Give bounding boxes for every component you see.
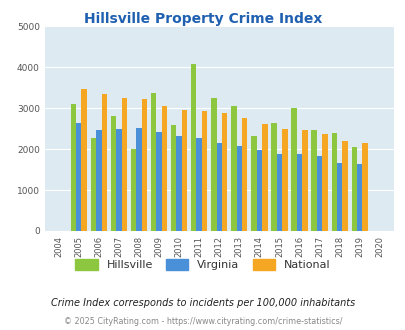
Bar xyxy=(362,144,367,231)
Bar xyxy=(136,128,141,231)
Bar xyxy=(161,106,167,231)
Bar xyxy=(211,98,216,231)
Bar xyxy=(116,129,121,231)
Bar xyxy=(76,123,81,231)
Bar xyxy=(311,130,316,231)
Bar xyxy=(341,141,347,231)
Bar xyxy=(356,164,362,231)
Bar xyxy=(191,64,196,231)
Bar xyxy=(90,138,96,231)
Bar xyxy=(262,124,267,231)
Bar xyxy=(171,125,176,231)
Bar xyxy=(236,146,241,231)
Bar xyxy=(111,116,116,231)
Bar xyxy=(230,106,236,231)
Bar xyxy=(251,136,256,231)
Text: Hillsville Property Crime Index: Hillsville Property Crime Index xyxy=(83,12,322,25)
Bar xyxy=(130,149,136,231)
Bar xyxy=(331,133,336,231)
Bar xyxy=(156,132,161,231)
Bar xyxy=(181,110,187,231)
Bar xyxy=(281,129,287,231)
Bar xyxy=(122,98,127,231)
Bar xyxy=(151,93,156,231)
Bar xyxy=(201,111,207,231)
Bar xyxy=(70,104,76,231)
Bar xyxy=(296,154,301,231)
Bar xyxy=(101,93,107,231)
Bar xyxy=(141,99,147,231)
Text: © 2025 CityRating.com - https://www.cityrating.com/crime-statistics/: © 2025 CityRating.com - https://www.city… xyxy=(64,317,341,326)
Bar xyxy=(336,163,341,231)
Text: Crime Index corresponds to incidents per 100,000 inhabitants: Crime Index corresponds to incidents per… xyxy=(51,298,354,308)
Bar xyxy=(216,143,222,231)
Bar xyxy=(241,118,247,231)
Bar xyxy=(301,130,307,231)
Bar xyxy=(96,129,101,231)
Legend: Hillsville, Virginia, National: Hillsville, Virginia, National xyxy=(72,255,333,273)
Bar xyxy=(351,147,356,231)
Bar xyxy=(196,138,201,231)
Bar xyxy=(271,122,276,231)
Bar xyxy=(291,108,296,231)
Bar xyxy=(222,113,227,231)
Bar xyxy=(322,134,327,231)
Bar xyxy=(316,156,322,231)
Bar xyxy=(276,154,281,231)
Bar xyxy=(256,150,262,231)
Bar xyxy=(176,136,181,231)
Bar xyxy=(81,89,87,231)
